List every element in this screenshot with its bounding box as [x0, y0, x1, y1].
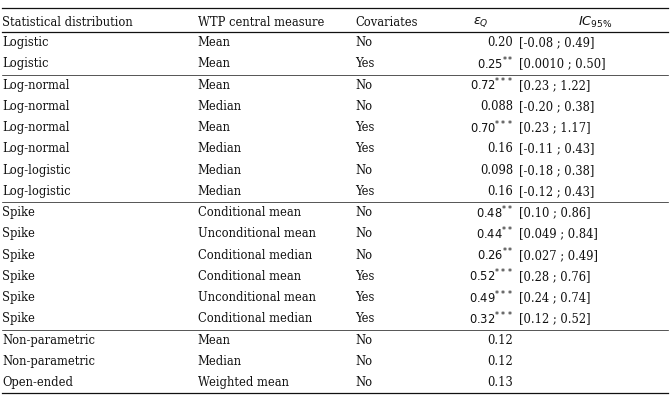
Text: Yes: Yes	[355, 57, 375, 71]
Text: Log-logistic: Log-logistic	[2, 185, 70, 198]
Text: Median: Median	[198, 355, 242, 368]
Text: $\mathit{IC}_{95\%}$: $\mathit{IC}_{95\%}$	[578, 14, 612, 30]
Text: 0.16: 0.16	[488, 185, 513, 198]
Text: 0.12: 0.12	[488, 334, 513, 347]
Text: Mean: Mean	[198, 36, 230, 49]
Text: No: No	[355, 355, 373, 368]
Text: No: No	[355, 206, 373, 219]
Text: Median: Median	[198, 185, 242, 198]
Text: 0.12: 0.12	[488, 355, 513, 368]
Text: [-0.20 ; 0.38]: [-0.20 ; 0.38]	[519, 100, 595, 113]
Text: Conditional median: Conditional median	[198, 249, 312, 262]
Text: $0.32^{***}$: $0.32^{***}$	[469, 311, 513, 327]
Text: [0.24 ; 0.74]: [0.24 ; 0.74]	[519, 291, 591, 304]
Text: No: No	[355, 100, 373, 113]
Text: Weighted mean: Weighted mean	[198, 376, 289, 389]
Text: Non-parametric: Non-parametric	[2, 334, 95, 347]
Text: [0.23 ; 1.22]: [0.23 ; 1.22]	[519, 79, 591, 92]
Text: Spike: Spike	[2, 291, 35, 304]
Text: Spike: Spike	[2, 206, 35, 219]
Text: [-0.18 ; 0.38]: [-0.18 ; 0.38]	[519, 164, 595, 177]
Text: [-0.12 ; 0.43]: [-0.12 ; 0.43]	[519, 185, 595, 198]
Text: Logistic: Logistic	[2, 57, 48, 71]
Text: Mean: Mean	[198, 334, 230, 347]
Text: 0.20: 0.20	[488, 36, 513, 49]
Text: Yes: Yes	[355, 121, 375, 134]
Text: $0.52^{***}$: $0.52^{***}$	[469, 268, 513, 285]
Text: Mean: Mean	[198, 79, 230, 92]
Text: Median: Median	[198, 164, 242, 177]
Text: [0.027 ; 0.49]: [0.027 ; 0.49]	[519, 249, 598, 262]
Text: Yes: Yes	[355, 270, 375, 283]
Text: 0.13: 0.13	[488, 376, 513, 389]
Text: Conditional mean: Conditional mean	[198, 270, 301, 283]
Text: No: No	[355, 36, 373, 49]
Text: $0.48^{**}$: $0.48^{**}$	[476, 205, 513, 221]
Text: No: No	[355, 376, 373, 389]
Text: Spike: Spike	[2, 227, 35, 241]
Text: Yes: Yes	[355, 185, 375, 198]
Text: No: No	[355, 249, 373, 262]
Text: Unconditional mean: Unconditional mean	[198, 227, 316, 241]
Text: No: No	[355, 164, 373, 177]
Text: Yes: Yes	[355, 142, 375, 156]
Text: Covariates: Covariates	[355, 16, 417, 28]
Text: $0.70^{***}$: $0.70^{***}$	[470, 119, 513, 136]
Text: Conditional median: Conditional median	[198, 312, 312, 326]
Text: Log-logistic: Log-logistic	[2, 164, 70, 177]
Text: [-0.11 ; 0.43]: [-0.11 ; 0.43]	[519, 142, 595, 156]
Text: Median: Median	[198, 100, 242, 113]
Text: 0.098: 0.098	[480, 164, 513, 177]
Text: Mean: Mean	[198, 57, 230, 71]
Text: Log-normal: Log-normal	[2, 100, 70, 113]
Text: Median: Median	[198, 142, 242, 156]
Text: Unconditional mean: Unconditional mean	[198, 291, 316, 304]
Text: [0.049 ; 0.84]: [0.049 ; 0.84]	[519, 227, 598, 241]
Text: Open-ended: Open-ended	[2, 376, 73, 389]
Text: [0.10 ; 0.86]: [0.10 ; 0.86]	[519, 206, 591, 219]
Text: Conditional mean: Conditional mean	[198, 206, 301, 219]
Text: Yes: Yes	[355, 291, 375, 304]
Text: [-0.08 ; 0.49]: [-0.08 ; 0.49]	[519, 36, 595, 49]
Text: Yes: Yes	[355, 312, 375, 326]
Text: Log-normal: Log-normal	[2, 142, 70, 156]
Text: Log-normal: Log-normal	[2, 79, 70, 92]
Text: $0.44^{**}$: $0.44^{**}$	[476, 226, 513, 242]
Text: 0.088: 0.088	[480, 100, 513, 113]
Text: Spike: Spike	[2, 249, 35, 262]
Text: No: No	[355, 227, 373, 241]
Text: Logistic: Logistic	[2, 36, 48, 49]
Text: Spike: Spike	[2, 270, 35, 283]
Text: [0.0010 ; 0.50]: [0.0010 ; 0.50]	[519, 57, 606, 71]
Text: No: No	[355, 334, 373, 347]
Text: Log-normal: Log-normal	[2, 121, 70, 134]
Text: Non-parametric: Non-parametric	[2, 355, 95, 368]
Text: $0.49^{***}$: $0.49^{***}$	[469, 290, 513, 306]
Text: No: No	[355, 79, 373, 92]
Text: $0.26^{**}$: $0.26^{**}$	[477, 247, 513, 263]
Text: Mean: Mean	[198, 121, 230, 134]
Text: [0.12 ; 0.52]: [0.12 ; 0.52]	[519, 312, 591, 326]
Text: [0.23 ; 1.17]: [0.23 ; 1.17]	[519, 121, 591, 134]
Text: $\varepsilon_Q$: $\varepsilon_Q$	[472, 15, 488, 29]
Text: Statistical distribution: Statistical distribution	[2, 16, 133, 28]
Text: 0.16: 0.16	[488, 142, 513, 156]
Text: $0.25^{**}$: $0.25^{**}$	[477, 56, 513, 72]
Text: Spike: Spike	[2, 312, 35, 326]
Text: WTP central measure: WTP central measure	[198, 16, 324, 28]
Text: $0.72^{***}$: $0.72^{***}$	[470, 77, 513, 93]
Text: [0.28 ; 0.76]: [0.28 ; 0.76]	[519, 270, 591, 283]
